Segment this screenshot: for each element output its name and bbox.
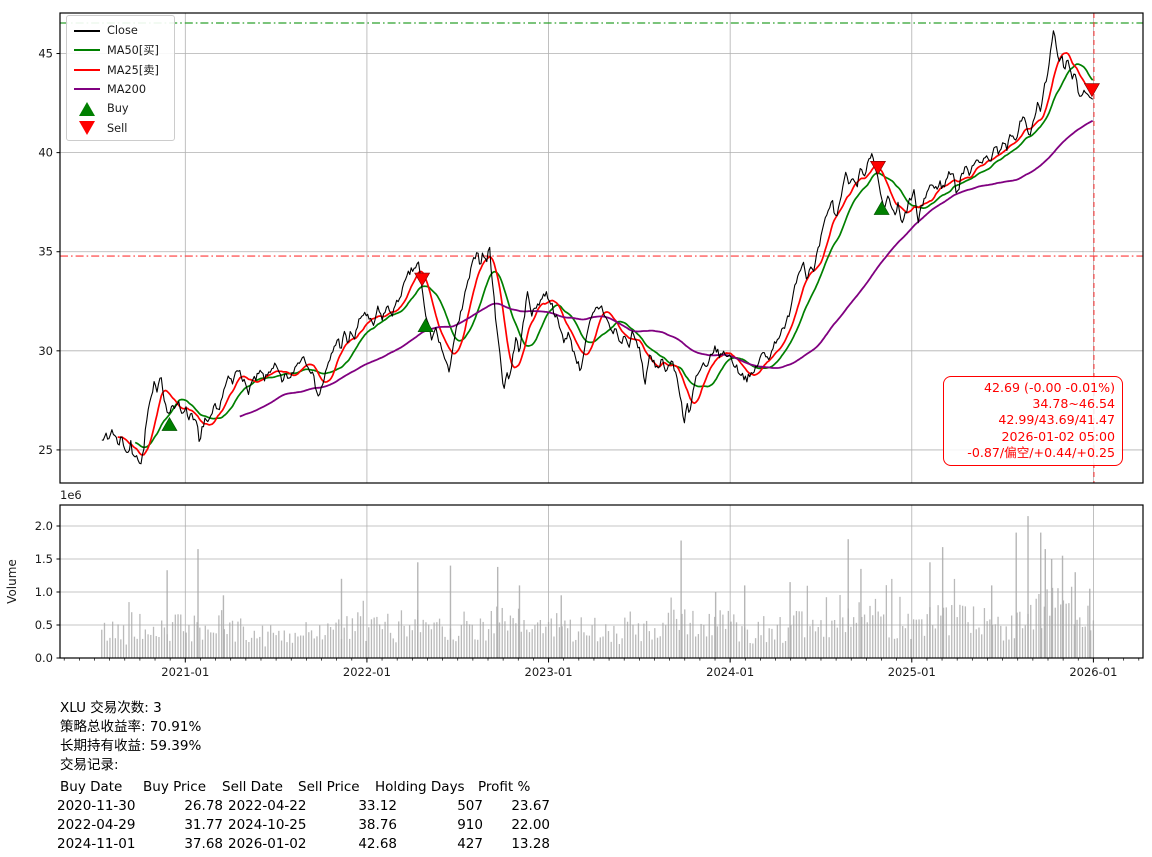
legend-item-close: Close bbox=[74, 21, 174, 41]
legend-label-ma25: MA25[卖] bbox=[107, 63, 159, 77]
ma50-line-swatch bbox=[74, 49, 100, 52]
price-panel-border bbox=[59, 12, 1144, 484]
sell-triangle-icon bbox=[74, 121, 100, 136]
xtick-label: 2022-01 bbox=[343, 665, 391, 679]
cell: 22.00 bbox=[511, 817, 550, 833]
annotation-ma-values: 42.99/43.69/41.47 bbox=[998, 412, 1115, 428]
close-line bbox=[101, 30, 1094, 465]
ma25-line bbox=[117, 52, 1094, 456]
col-sell-date: Sell Date bbox=[222, 779, 283, 795]
legend-item-ma50: MA50[买] bbox=[74, 41, 174, 61]
cell: 427 bbox=[457, 836, 483, 852]
price-ytick-label: 45 bbox=[38, 47, 53, 61]
xtick-label: 2025-01 bbox=[888, 665, 936, 679]
sell-marker bbox=[869, 160, 887, 175]
price-ytick-label: 25 bbox=[38, 443, 53, 457]
volume-ytick-label: 0.5 bbox=[35, 618, 53, 632]
legend-label-ma200: MA200 bbox=[107, 82, 147, 96]
cell: 31.77 bbox=[184, 817, 223, 833]
cell: 507 bbox=[457, 798, 483, 814]
xtick-label: 2023-01 bbox=[525, 665, 573, 679]
trade-record-title: 交易记录: bbox=[60, 757, 119, 773]
legend-item-ma25: MA25[卖] bbox=[74, 60, 174, 80]
volume-bars bbox=[101, 516, 1095, 658]
annotation-range: 34.78~46.54 bbox=[1032, 396, 1115, 412]
sell-marker bbox=[414, 272, 431, 287]
cell: 2024-11-01 bbox=[57, 836, 136, 852]
trade-count: XLU 交易次数: 3 bbox=[60, 700, 162, 716]
volume-exponent-label: 1e6 bbox=[60, 488, 82, 502]
price-ytick-label: 30 bbox=[38, 344, 53, 358]
annotation-signal: -0.87/偏空/+0.44/+0.25 bbox=[967, 444, 1115, 460]
cell: 2022-04-22 bbox=[228, 798, 307, 814]
cell: 37.68 bbox=[184, 836, 223, 852]
cell: 23.67 bbox=[511, 798, 550, 814]
col-buy-price: Buy Price bbox=[143, 779, 207, 795]
ma25-line-swatch bbox=[74, 68, 100, 71]
cell: 910 bbox=[457, 817, 483, 833]
cell: 2026-01-02 bbox=[228, 836, 307, 852]
buy-marker bbox=[417, 318, 434, 332]
cell: 13.28 bbox=[511, 836, 550, 852]
volume-panel-border bbox=[59, 504, 1144, 659]
legend: Close MA50[买] MA25[卖] MA200 Buy Sell bbox=[66, 15, 175, 141]
buy-triangle-icon bbox=[74, 101, 100, 116]
buy-marker bbox=[873, 200, 890, 215]
cell: 38.76 bbox=[358, 817, 397, 833]
price-ytick-label: 40 bbox=[38, 146, 53, 160]
cell: 33.12 bbox=[358, 798, 397, 814]
volume-ytick-label: 0.0 bbox=[35, 651, 53, 665]
axis-ticks: 25 30 35 40 45 0.0 0.5 1.0 1.5 2.0 2021-01 2022-01 2… bbox=[5, 47, 1140, 679]
cell: 2022-04-29 bbox=[57, 817, 136, 833]
volume-ytick-label: 1.5 bbox=[35, 552, 53, 566]
legend-label-buy: Buy bbox=[107, 102, 129, 116]
close-line-swatch bbox=[74, 29, 100, 32]
xtick-label: 2026-01 bbox=[1069, 665, 1117, 679]
legend-label-sell: Sell bbox=[107, 121, 128, 135]
quote-annotation-box: 42.69 (-0.00 -0.01%) 34.78~46.54 42.99/4… bbox=[943, 376, 1123, 466]
strategy-summary: XLU 交易次数: 3 策略总收益率: 70.91% 长期持有收益: 59.39… bbox=[60, 699, 201, 775]
legend-item-buy: Buy bbox=[74, 99, 174, 119]
annotation-datetime: 2026-01-02 05:00 bbox=[1001, 428, 1116, 444]
trade-markers bbox=[161, 83, 1100, 431]
legend-item-ma200: MA200 bbox=[74, 80, 174, 100]
volume-ytick-label: 1.0 bbox=[35, 585, 53, 599]
xtick-label: 2021-01 bbox=[161, 665, 209, 679]
ma200-line-swatch bbox=[74, 88, 100, 91]
buy-hold-return: 长期持有收益: 59.39% bbox=[60, 738, 202, 754]
volume-axis-label: Volume bbox=[5, 559, 19, 604]
strategy-return: 策略总收益率: 70.91% bbox=[60, 719, 202, 735]
ma200-line bbox=[239, 119, 1094, 418]
col-holding-days: Holding Days bbox=[375, 779, 465, 795]
legend-item-sell: Sell bbox=[74, 119, 174, 139]
cell: 2024-10-25 bbox=[228, 817, 307, 833]
col-buy-date: Buy Date bbox=[60, 779, 123, 795]
xtick-label: 2024-01 bbox=[706, 665, 754, 679]
cell: 26.78 bbox=[184, 798, 223, 814]
col-sell-price: Sell Price bbox=[298, 779, 360, 795]
sell-marker bbox=[1083, 83, 1100, 98]
legend-label-close: Close bbox=[107, 24, 138, 38]
cell: 42.68 bbox=[358, 836, 397, 852]
legend-label-ma50: MA50[买] bbox=[107, 44, 159, 58]
ma50-line bbox=[134, 63, 1094, 449]
volume-ytick-label: 2.0 bbox=[35, 519, 53, 533]
annotation-price-change: 42.69 (-0.00 -0.01%) bbox=[983, 380, 1115, 395]
col-profit: Profit % bbox=[478, 779, 531, 795]
cell: 2020-11-30 bbox=[57, 798, 136, 814]
price-ytick-label: 35 bbox=[38, 245, 53, 259]
buy-marker bbox=[161, 416, 178, 431]
